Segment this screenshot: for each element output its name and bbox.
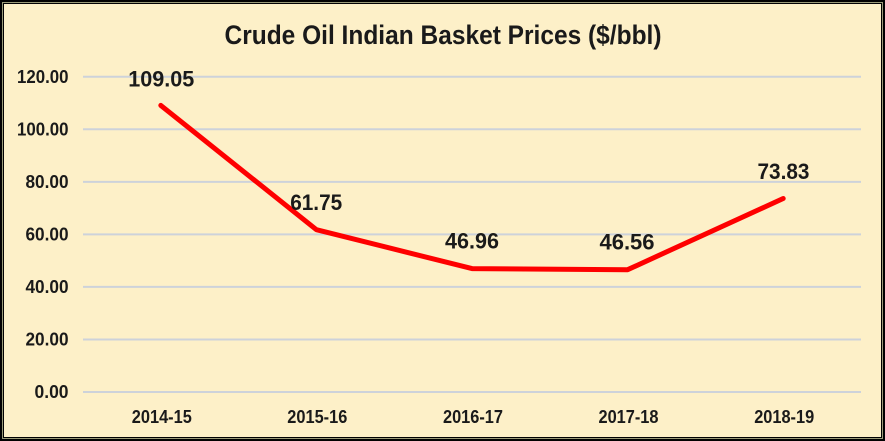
svg-text:100.00: 100.00 <box>17 120 69 140</box>
svg-text:2018-19: 2018-19 <box>754 407 814 427</box>
svg-text:109.05: 109.05 <box>128 66 194 91</box>
svg-text:46.56: 46.56 <box>600 229 655 254</box>
svg-text:20.00: 20.00 <box>26 330 69 350</box>
svg-text:Crude Oil Indian Basket Prices: Crude Oil Indian Basket Prices ($/bbl) <box>225 20 662 50</box>
svg-text:60.00: 60.00 <box>26 225 69 245</box>
svg-text:2017-18: 2017-18 <box>599 407 659 427</box>
svg-text:0.00: 0.00 <box>35 382 69 402</box>
svg-text:61.75: 61.75 <box>290 190 342 215</box>
svg-text:2015-16: 2015-16 <box>287 407 347 427</box>
svg-text:40.00: 40.00 <box>26 277 69 297</box>
svg-text:80.00: 80.00 <box>26 172 69 192</box>
svg-text:73.83: 73.83 <box>758 159 810 184</box>
svg-text:120.00: 120.00 <box>17 67 69 87</box>
svg-text:46.96: 46.96 <box>445 229 499 254</box>
svg-text:2016-17: 2016-17 <box>443 407 503 427</box>
svg-text:2014-15: 2014-15 <box>132 407 192 427</box>
